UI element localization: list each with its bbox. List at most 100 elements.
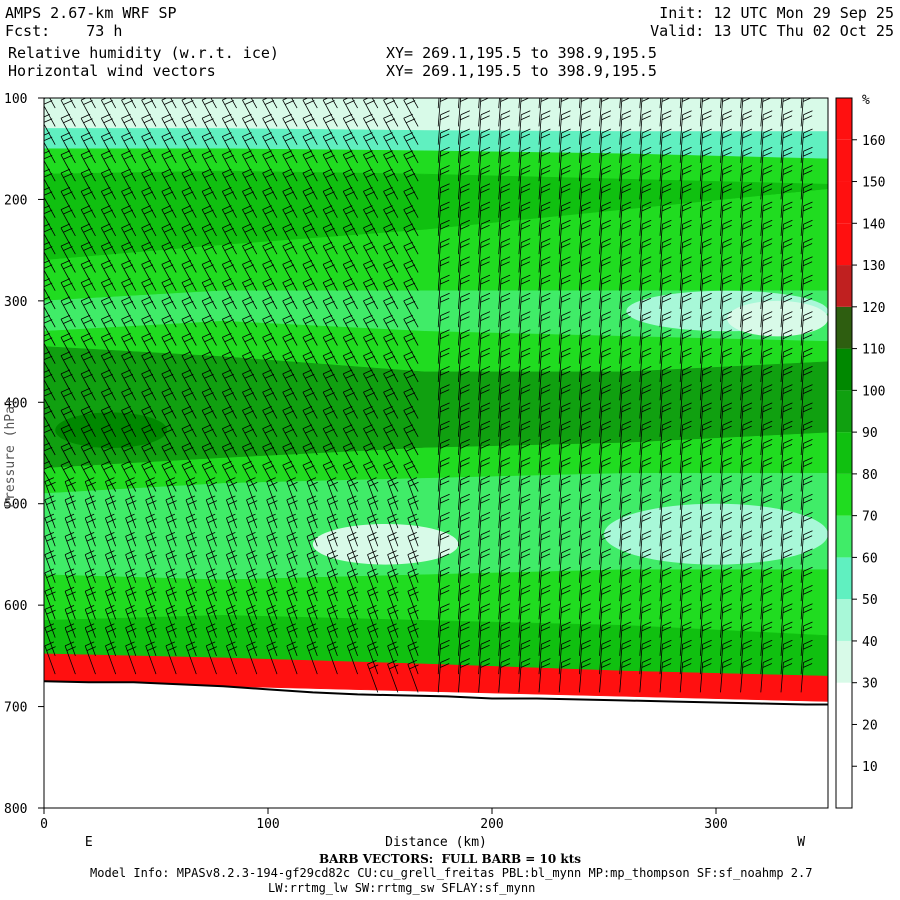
wind-barb-1049 — [699, 238, 712, 273]
wind-barb-149 — [121, 460, 137, 492]
wind-barb-261 — [201, 168, 217, 200]
wind-barb-1056 — [699, 366, 712, 401]
wind-barb-1110 — [740, 146, 753, 182]
wind-barb-1168 — [760, 603, 773, 638]
wind-barb-1225 — [800, 439, 813, 474]
wind-barb-153 — [125, 532, 137, 565]
wind-barb-812 — [558, 128, 571, 163]
wind-barb-1086 — [720, 311, 733, 346]
wind-barb-779 — [538, 128, 551, 163]
wind-barb-282 — [205, 550, 218, 583]
wind-barb-1139 — [760, 98, 763, 109]
wind-barb-808 — [538, 658, 551, 693]
wind-barb-260 — [201, 150, 217, 182]
wind-barb-850 — [579, 219, 591, 255]
wind-barb-644 — [458, 98, 460, 109]
wind-barb-1029 — [679, 475, 692, 510]
wind-barb-1116 — [740, 256, 753, 291]
wind-barb-882 — [599, 201, 612, 236]
wind-barb-394 — [282, 260, 298, 291]
colorbar-label-150: 150 — [862, 176, 885, 191]
wind-barb-661 — [458, 384, 470, 419]
wind-barb-634 — [437, 493, 450, 529]
wind-barb-734 — [498, 512, 511, 547]
wind-barb-50 — [60, 406, 76, 437]
wind-barb-1213 — [800, 219, 813, 255]
wind-barb-53 — [60, 460, 76, 492]
wind-barb-1163 — [760, 512, 773, 547]
wind-barb-1026 — [679, 420, 692, 456]
wind-barb-566 — [383, 460, 399, 492]
wind-barb-769 — [518, 548, 531, 583]
wind-barb-395 — [282, 278, 298, 310]
wind-barb-617 — [437, 183, 450, 218]
wind-barb-1201 — [780, 603, 793, 638]
wind-barb-339 — [242, 424, 258, 456]
wind-barb-552 — [383, 205, 399, 237]
wind-barb-119 — [105, 495, 117, 529]
wind-barb-288 — [230, 98, 237, 109]
wind-barb-14 — [44, 333, 56, 364]
wind-barb-374 — [266, 477, 278, 510]
wind-barb-1095 — [720, 475, 733, 510]
wind-barb-472 — [326, 513, 339, 547]
wind-barb-240 — [181, 369, 197, 401]
wind-barb-44 — [60, 296, 76, 328]
wind-barb-138 — [121, 260, 137, 291]
wind-barb-1010 — [679, 128, 692, 163]
wind-barb-1077 — [720, 146, 733, 182]
wind-barb-1237 — [800, 658, 813, 693]
wind-barb-1136 — [740, 621, 753, 656]
wind-barb-692 — [478, 347, 491, 383]
wind-barb-442 — [306, 550, 318, 583]
wind-barb-585 — [403, 205, 419, 237]
wind-barb-349 — [246, 605, 258, 638]
wind-barb-101 — [100, 168, 117, 200]
wind-barb-776 — [538, 98, 541, 109]
model-info-2: LW:rrtmg_lw SW:rrtmg_sw SFLAY:sf_mynn — [268, 881, 536, 895]
wind-barb-1160 — [760, 457, 773, 492]
wind-barb-523 — [363, 278, 379, 310]
wind-barb-416 — [311, 98, 318, 109]
wind-barb-1119 — [740, 311, 753, 346]
wind-barb-1150 — [760, 274, 773, 310]
wind-barb-67 — [80, 132, 96, 164]
wind-barb-348 — [246, 586, 258, 620]
wind-barb-341 — [242, 460, 258, 492]
wind-barb-1226 — [800, 457, 813, 492]
colorbar-label-50: 50 — [862, 593, 878, 608]
wind-barb-901 — [599, 548, 612, 583]
wind-barb-867 — [579, 530, 591, 565]
wind-barb-797 — [538, 457, 551, 492]
wind-barb-381 — [266, 605, 278, 638]
wind-barb-930 — [619, 475, 632, 510]
wind-barb-939 — [619, 639, 632, 675]
wind-barb-1195 — [780, 493, 793, 529]
wind-barb-308 — [221, 442, 237, 474]
wind-barb-908 — [619, 98, 621, 109]
wind-barb-496 — [342, 369, 358, 401]
wind-barb-772 — [518, 603, 531, 638]
wind-barb-765 — [518, 475, 531, 510]
wind-barb-595 — [403, 387, 419, 419]
wind-barb-1207 — [800, 110, 813, 145]
wind-barb-350 — [246, 623, 258, 657]
wind-barb-171 — [141, 278, 157, 310]
wind-barb-998 — [659, 512, 672, 547]
wind-barb-94 — [84, 623, 97, 657]
wind-barb-186 — [145, 550, 157, 583]
wind-barb-68 — [80, 150, 96, 182]
wind-barb-414 — [286, 623, 298, 657]
wind-barb-1215 — [800, 256, 813, 291]
wind-barb-1088 — [720, 347, 733, 383]
wind-barb-1113 — [740, 201, 753, 236]
wind-barb-1144 — [760, 165, 773, 200]
wind-barb-1166 — [760, 566, 773, 602]
field-name-2: Horizontal wind vectors — [8, 62, 216, 80]
wind-barb-969 — [639, 585, 652, 620]
wind-barb-105 — [100, 241, 117, 273]
wind-barb-756 — [518, 311, 531, 346]
wind-barb-158 — [125, 623, 137, 657]
wind-barb-329 — [242, 241, 258, 273]
wind-barb-365 — [262, 314, 278, 346]
